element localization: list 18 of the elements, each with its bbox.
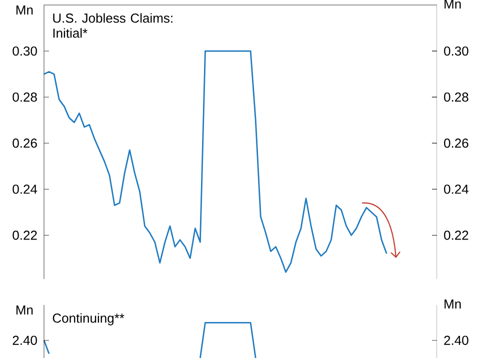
y2-tick-label: 0.22 (444, 230, 468, 240)
y2-tick-label: 0.24 (444, 184, 468, 194)
y2-tick-label: 0.30 (444, 46, 468, 56)
y-axis-title: Mn (16, 6, 33, 14)
y-tick-label: 0.24 (12, 184, 38, 194)
text: 2.40 (12, 336, 37, 345)
y2-axis-title: Mn (444, 0, 461, 8)
chart-title: Continuing** (52, 313, 124, 326)
y-tick-label: 0.30 (12, 46, 37, 56)
y2-tick-label: 0.28 (444, 92, 468, 102)
y-tick-label: 0.26 (12, 138, 37, 148)
y2-axis-title: Mn (444, 300, 461, 308)
text: 2.40 (444, 336, 468, 345)
y-tick-label: 0.22 (12, 230, 37, 240)
text: U.S. Jobless Claims: Initial* (53, 13, 172, 38)
y2-tick-label: 0.26 (444, 138, 468, 148)
y-axis-title: Mn (16, 306, 33, 314)
y-tick-label: 0.28 (12, 92, 37, 102)
